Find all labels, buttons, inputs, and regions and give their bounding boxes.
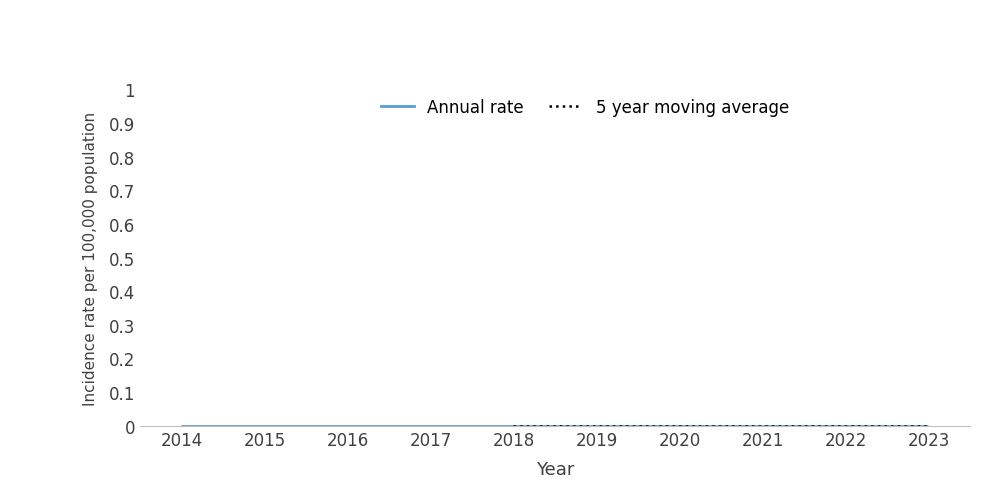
Annual rate xyxy=(424,423,436,429)
Annual rate xyxy=(341,423,353,429)
Annual rate xyxy=(839,423,851,429)
5 year moving average xyxy=(922,423,934,429)
5 year moving average xyxy=(839,423,851,429)
Annual rate xyxy=(507,423,519,429)
Annual rate xyxy=(673,423,685,429)
X-axis label: Year: Year xyxy=(536,460,574,478)
Annual rate xyxy=(756,423,768,429)
Annual rate xyxy=(922,423,934,429)
5 year moving average xyxy=(673,423,685,429)
Y-axis label: Incidence rate per 100,000 population: Incidence rate per 100,000 population xyxy=(83,111,98,405)
5 year moving average xyxy=(507,423,519,429)
5 year moving average xyxy=(756,423,768,429)
Legend: Annual rate, 5 year moving average: Annual rate, 5 year moving average xyxy=(381,99,789,116)
Annual rate xyxy=(590,423,602,429)
5 year moving average xyxy=(590,423,602,429)
Annual rate xyxy=(258,423,270,429)
Annual rate xyxy=(175,423,187,429)
